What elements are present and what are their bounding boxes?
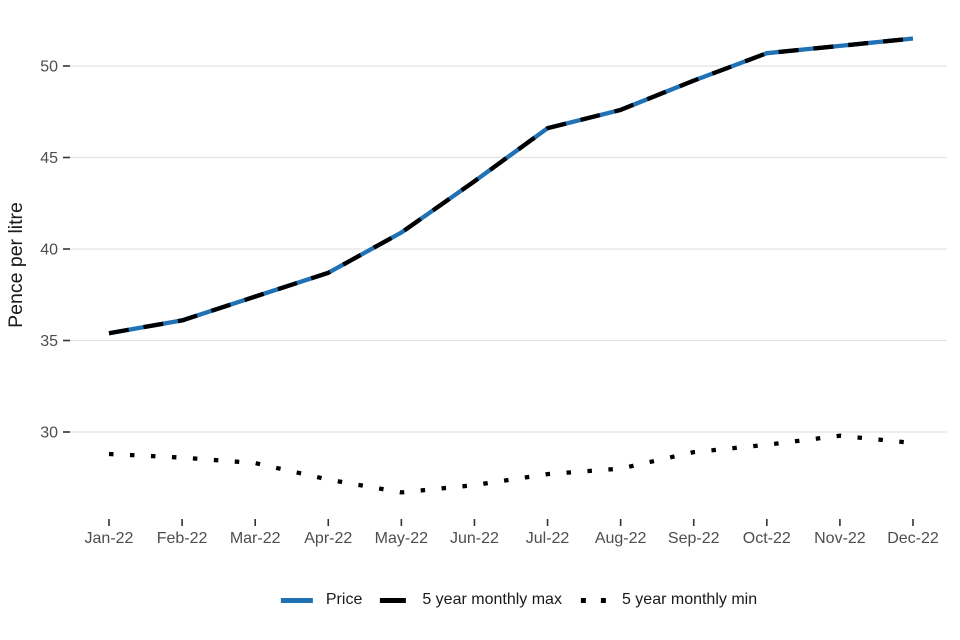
x-tick-label: May-22: [375, 530, 428, 547]
price-line-swatch: [280, 586, 313, 614]
x-tick-label: Jun-22: [450, 530, 499, 547]
y-tick-label: 30: [40, 425, 58, 442]
x-tick-label: Apr-22: [304, 530, 352, 547]
x-tick-label: Jan-22: [85, 530, 134, 547]
y-tick-label: 35: [40, 333, 58, 350]
x-tick-label: Jul-22: [526, 530, 570, 547]
x-tick-label: Oct-22: [743, 530, 791, 547]
legend-item-5-year-monthly-min: 5 year monthly min: [577, 586, 757, 614]
max-dashed-line-swatch: [377, 586, 409, 614]
x-tick-label: Sep-22: [668, 530, 720, 547]
y-axis-title: Pence per litre: [5, 202, 27, 328]
chart-legend: Price 5 year monthly max 5 year monthly …: [280, 586, 757, 614]
series-line-5-year-monthly-max: [108, 36, 914, 336]
x-tick-label: Feb-22: [157, 530, 208, 547]
x-tick-label: Dec-22: [887, 530, 939, 547]
x-tick-label: Aug-22: [595, 530, 647, 547]
legend-label-price: Price: [325, 591, 363, 608]
series-line-price: [108, 36, 914, 336]
x-tick-label: Mar-22: [230, 530, 281, 547]
series-line-5-year-monthly-min: [108, 433, 914, 495]
legend-label-5-year-monthly-min: 5 year monthly min: [621, 591, 758, 608]
legend-item-5-year-monthly-max: 5 year monthly max: [377, 586, 562, 614]
legend-item-price: Price: [280, 586, 363, 614]
line-chart-canvas: 30 35 40 45 50 Jan-22 Feb-22 Mar-22 Apr-22 May-22…: [5, 36, 947, 547]
min-dotted-line-swatch: [577, 586, 609, 614]
y-tick-label: 50: [40, 59, 58, 76]
legend-label-5-year-monthly-max: 5 year monthly max: [422, 591, 562, 608]
y-tick-label: 45: [40, 150, 58, 167]
y-tick-label: 40: [40, 242, 58, 259]
x-tick-label: Nov-22: [814, 530, 866, 547]
